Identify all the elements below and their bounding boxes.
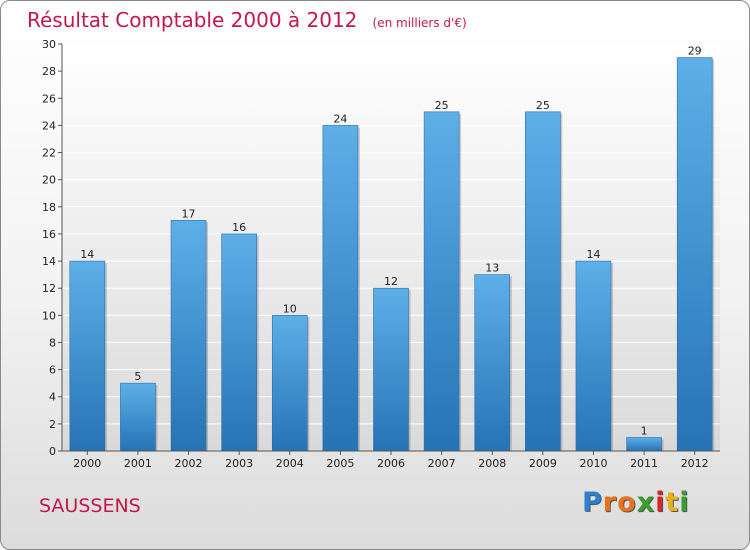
x-tick-label: 2012 [681, 457, 709, 470]
chart-title-text: Résultat Comptable 2000 à 2012 [27, 8, 358, 32]
x-tick-label: 2011 [630, 457, 658, 470]
x-tick-label: 2003 [225, 457, 253, 470]
brand-letter: t [665, 487, 680, 518]
bar [221, 233, 257, 452]
data-label: 10 [283, 302, 297, 315]
data-label: 29 [688, 45, 702, 58]
y-tick-label: 4 [49, 391, 56, 404]
brand-letter: x [636, 487, 656, 518]
brand-letter: r [602, 487, 618, 518]
y-tick-label: 28 [42, 65, 56, 78]
bar [423, 111, 460, 452]
x-tick-label: 2001 [124, 457, 152, 470]
proxiti-logo: Proxiti [582, 487, 690, 518]
bar [525, 111, 561, 452]
data-label: 25 [536, 99, 550, 112]
data-label: 25 [435, 99, 449, 112]
data-label: 1 [641, 424, 648, 437]
x-tick-label: 2009 [529, 457, 557, 470]
brand-letter: i [655, 487, 666, 518]
bar [474, 274, 511, 452]
bar [676, 57, 713, 452]
chart-unit: (en milliers d'€) [372, 16, 467, 30]
y-tick-label: 16 [42, 228, 56, 241]
data-label: 12 [384, 275, 398, 288]
bar [271, 315, 308, 452]
y-tick-label: 6 [49, 364, 56, 377]
brand-letter: i [679, 487, 690, 518]
x-tick-label: 2006 [377, 457, 405, 470]
y-tick-label: 30 [42, 38, 56, 51]
bar [69, 260, 106, 452]
chart-title: Résultat Comptable 2000 à 2012 (en milli… [27, 8, 467, 32]
bar [322, 125, 359, 452]
x-tick-label: 2002 [175, 457, 203, 470]
bar [170, 220, 207, 452]
data-label: 13 [485, 262, 499, 275]
data-label: 5 [134, 370, 141, 383]
data-label: 17 [182, 207, 196, 220]
y-tick-label: 26 [42, 92, 56, 105]
x-tick-label: 2005 [326, 457, 354, 470]
commune-name: SAUSSENS [39, 495, 141, 517]
data-label: 24 [333, 112, 347, 125]
y-tick-label: 14 [42, 255, 56, 268]
bar [120, 382, 156, 452]
data-label: 16 [232, 221, 246, 234]
y-tick-label: 20 [42, 174, 56, 187]
x-tick-label: 2000 [73, 457, 101, 470]
y-tick-label: 0 [49, 445, 56, 458]
x-tick-label: 2008 [478, 457, 506, 470]
y-tick-label: 12 [42, 282, 56, 295]
bar [575, 260, 612, 452]
y-tick-label: 24 [42, 119, 56, 132]
bar [373, 287, 409, 452]
y-tick-label: 22 [42, 147, 56, 160]
x-tick-label: 2010 [579, 457, 607, 470]
x-tick-label: 2007 [428, 457, 456, 470]
y-tick-label: 2 [49, 418, 56, 431]
data-label: 14 [586, 248, 600, 261]
y-tick-label: 18 [42, 201, 56, 214]
y-tick-label: 10 [42, 309, 56, 322]
y-tick-label: 8 [49, 336, 56, 349]
brand-letter: o [617, 487, 637, 518]
data-label: 14 [80, 248, 94, 261]
brand-letter: P [582, 487, 603, 518]
bar [626, 437, 662, 452]
x-tick-label: 2004 [276, 457, 304, 470]
